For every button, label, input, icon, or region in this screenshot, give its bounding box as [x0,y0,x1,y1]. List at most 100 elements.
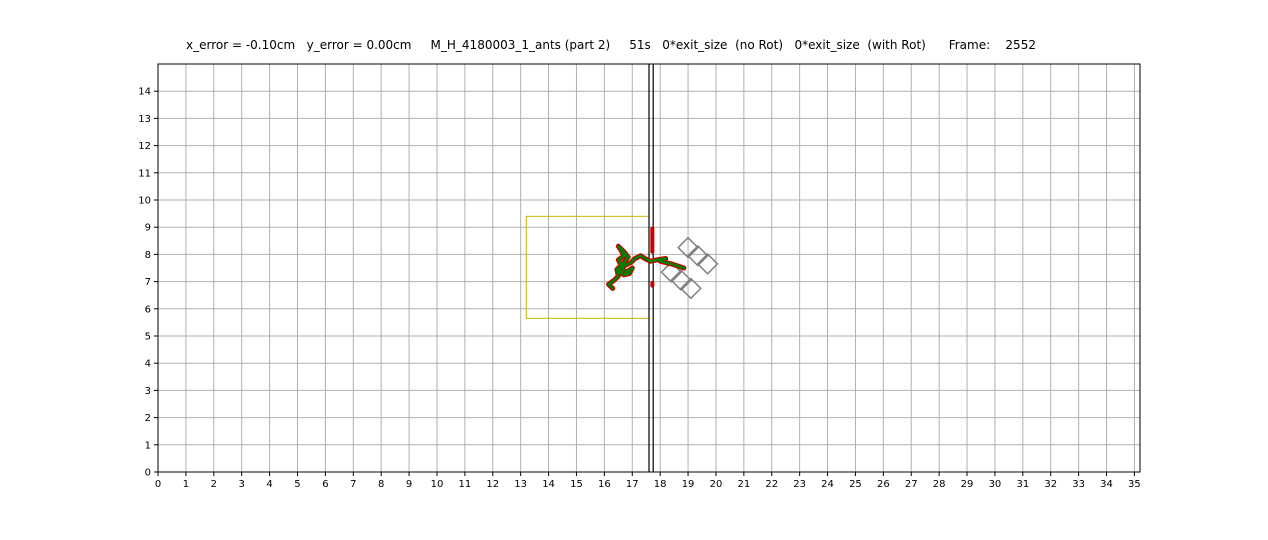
trajectory-point [622,273,626,276]
x-tick-label: 32 [1044,479,1057,490]
y-tick-label: 3 [145,386,151,397]
x-tick-label: 25 [849,479,862,490]
x-tick-label: 3 [239,479,245,490]
trajectory-point [617,245,620,248]
x-tick-label: 7 [350,479,356,490]
y-tick-label: 2 [145,413,151,424]
y-tick-label: 7 [145,277,151,288]
y-tick-label: 5 [145,332,151,343]
x-error-text: x_error = -0.10cm [186,38,296,52]
wall-layer [648,64,654,472]
trajectory-point [619,249,623,252]
trajectory-layer [606,243,687,291]
x-tick-label: 33 [1072,479,1085,490]
x-tick-label: 9 [406,479,412,490]
x-tick-label: 6 [322,479,328,490]
x-tick-label: 1 [183,479,189,490]
trajectory-point [656,258,659,262]
load-square [670,269,693,292]
trajectory-point [633,257,637,260]
x-tick-label: 31 [1016,479,1029,490]
x-tick-label: 35 [1128,479,1141,490]
x-tick-label: 11 [459,479,472,490]
frame-value: 2552 [1005,38,1036,52]
trajectory-point [631,266,634,270]
trajectory-point [612,279,616,282]
trajectory-point [643,257,647,260]
x-tick-label: 4 [266,479,272,490]
trajectory-point [664,257,667,260]
x-tick-label: 30 [989,479,1002,490]
x-tick-label: 20 [710,479,723,490]
trajectory-point [682,266,686,270]
y-error-text: y_error = 0.00cm [306,38,412,52]
load-square [679,277,702,300]
trajectory-point [622,254,626,257]
x-tick-label: 17 [626,479,639,490]
trajectory-point [624,264,627,267]
x-tick-label: 12 [486,479,499,490]
x-tick-label: 13 [514,479,527,490]
y-tick-label: 11 [138,168,151,179]
y-tick-label: 10 [138,196,151,207]
trajectory-point [618,266,621,270]
trajectory-point [617,274,620,278]
x-tick-label: 8 [378,479,384,490]
exit-no-rot-text: 0*exit_size (no Rot) [662,38,784,52]
y-tick-label: 9 [145,223,151,234]
x-tick-label: 23 [793,479,806,490]
x-tick-label: 2 [211,479,217,490]
time-text: 51s [629,38,651,52]
y-tick-label: 6 [145,304,151,315]
trajectory-point [611,287,614,290]
trajectory-point [670,262,673,266]
x-tick-label: 26 [877,479,890,490]
load-square [686,244,709,267]
load-square [677,236,699,259]
trajectory-point [617,258,620,262]
x-tick-label: 24 [821,479,834,490]
x-tick-label: 15 [570,479,583,490]
y-tick-label: 1 [145,440,151,451]
figure-title: x_error = -0.10cm y_error = 0.00cm M_H_4… [186,38,1036,52]
trajectory-point [629,261,633,264]
x-tick-label: 5 [294,479,300,490]
x-tick-label: 10 [431,479,444,490]
trajectory-point [617,269,620,272]
trajectory-point [628,272,631,275]
x-tick-label: 19 [682,479,695,490]
load-square [696,252,719,275]
x-tick-label: 16 [598,479,611,490]
trajectory-point [622,261,626,264]
trajectory-point [626,255,630,259]
y-tick-label: 4 [145,359,151,370]
trajectory-point [658,260,662,263]
x-tick-label: 22 [765,479,778,490]
trajectory-point [649,260,652,263]
x-tick-label: 0 [155,479,161,490]
y-tick-label: 12 [138,141,151,152]
trajectory-point [622,250,626,253]
trajectory-point [639,254,642,257]
load-shape [660,236,719,300]
exit-with-rot-text: 0*exit_size (with Rot) [794,38,926,52]
trajectory-point [625,270,628,274]
x-tick-label: 29 [961,479,974,490]
y-tick-label: 14 [138,87,151,98]
trajectory-point [607,283,610,286]
trajectory-point [619,264,623,267]
y-tick-label: 13 [138,114,151,125]
x-tick-label: 14 [542,479,555,490]
x-axis-ticks: 0 1 2 3 4 5 6 7 8 9 10 11 12 13 14 15 16 17 18 19 20 21 22 23 24… [155,472,1141,490]
y-tick-label: 8 [145,250,151,261]
x-tick-label: 34 [1100,479,1113,490]
plot-frame [157,63,1141,473]
x-tick-label: 27 [905,479,918,490]
x-tick-label: 18 [654,479,667,490]
x-tick-label: 28 [933,479,946,490]
frame-label: Frame: [948,38,991,52]
experiment-name: M_H_4180003_1_ants (part 2) [430,38,611,52]
x-tick-label: 21 [737,479,750,490]
